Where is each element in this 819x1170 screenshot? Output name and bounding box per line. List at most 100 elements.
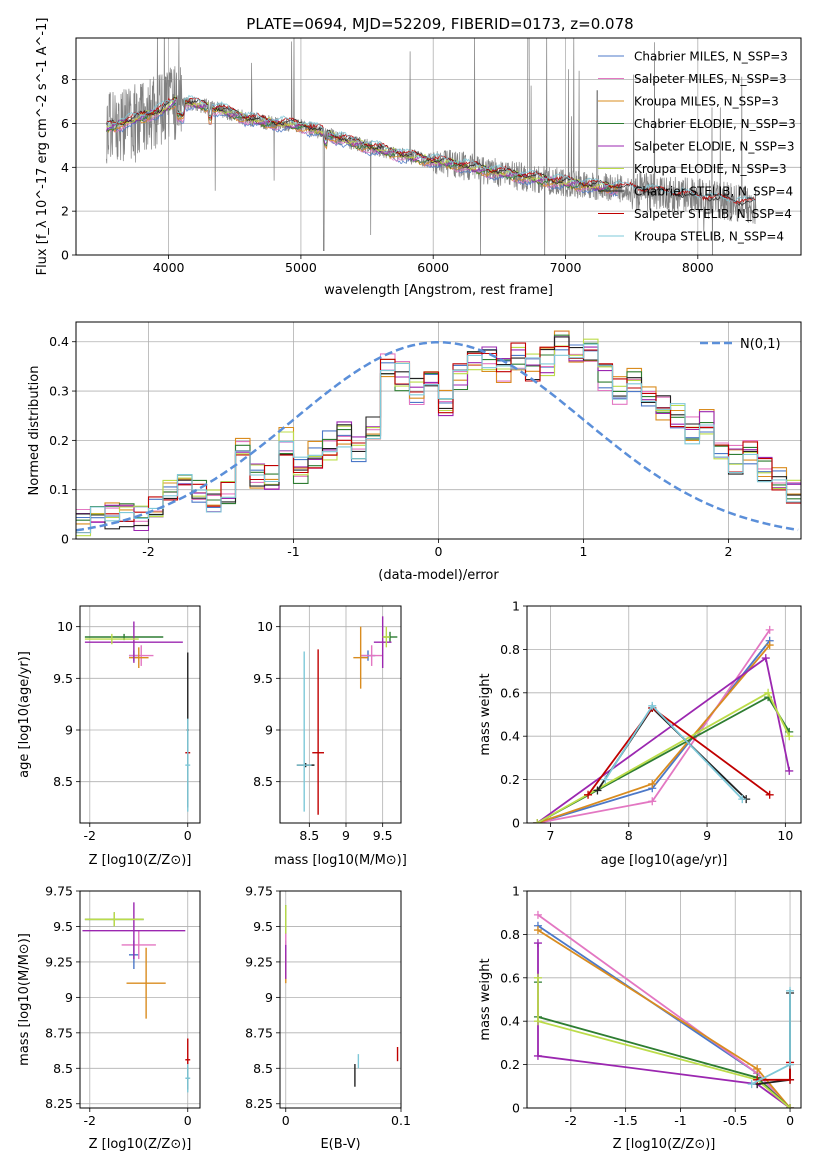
- y-tick-label: 0.1: [49, 482, 69, 497]
- x-tick-label: 0: [184, 1113, 192, 1128]
- y-tick-label: 8.75: [45, 1025, 73, 1040]
- y-tick-label: 9: [265, 723, 273, 738]
- weight-marker: [533, 819, 542, 823]
- y-tick-label: 9: [65, 990, 73, 1005]
- axes-frame: [75, 321, 802, 540]
- plot-area-age-vs-mass: [296, 616, 398, 815]
- plot-area-weight-vs-Z: [533, 910, 795, 1108]
- weight-marker: [738, 795, 747, 804]
- weight-marker: [785, 732, 794, 741]
- model-spectrum-line: [106, 96, 756, 206]
- weight-marker: [601, 775, 610, 784]
- weight-marker: [764, 688, 773, 697]
- legend-label: Kroupa ELODIE, N_SSP=3: [634, 162, 787, 176]
- x-axis-label: Z [log10(Z/Z⊙)]: [89, 1137, 192, 1152]
- panel-residuals: -2 -1 0 1 2 0 0.1 0.2 0.3 0.4 (data-model)/error No…: [27, 321, 802, 583]
- x-tick-label: 5000: [285, 260, 317, 275]
- x-tick-label: 0: [282, 1113, 290, 1128]
- x-tick-label: -2: [84, 828, 96, 843]
- legend-label: Chabrier ELODIE, N_SSP=3: [634, 117, 796, 131]
- x-tick-label: 0: [435, 544, 443, 559]
- x-tick-label: 0: [786, 1113, 794, 1128]
- y-tick-label: 0: [61, 248, 69, 263]
- spectrum-legend: Chabrier MILES, N_SSP=3 Salpeter MILES, N…: [598, 50, 796, 244]
- x-axis-label: Z [log10(Z/Z⊙)]: [89, 853, 192, 868]
- weight-marker: [765, 641, 774, 650]
- x-tick-label: -2: [142, 544, 154, 559]
- plot-area-age-vs-Z: [84, 621, 191, 812]
- y-tick-label: 8.5: [253, 774, 273, 789]
- x-axis-label: mass [log10(M/M⊙)]: [274, 853, 407, 868]
- panel-spectrum: 4000 5000 6000 7000 8000 0 2 4 6 8 wavelength [Ang…: [35, 18, 802, 298]
- x-tick-label: 1: [580, 544, 588, 559]
- y-tick-label: 0.2: [49, 433, 69, 448]
- y-axis-label: mass weight: [478, 958, 493, 1040]
- x-tick-label: 4000: [153, 260, 185, 275]
- y-tick-label: 0: [512, 1101, 520, 1116]
- x-axis-label: E(B-V): [320, 1137, 360, 1152]
- y-tick-label: 10: [257, 619, 273, 634]
- y-tick-label: 0.6: [500, 970, 520, 985]
- y-tick-label: 0.8: [500, 927, 520, 942]
- x-tick-label: 9.5: [373, 828, 393, 843]
- y-tick-label: 9.25: [45, 954, 73, 969]
- weight-marker: [785, 766, 794, 775]
- axes-frame: [526, 890, 802, 1109]
- model-spectrum-line: [106, 103, 618, 198]
- weight-marker: [786, 1104, 795, 1108]
- x-tick-label: -0.5: [723, 1113, 747, 1128]
- plot-area-mass-vs-Z: [82, 902, 191, 1093]
- legend-label: Salpeter ELODIE, N_SSP=3: [634, 140, 795, 154]
- y-tick-label: 0.3: [49, 384, 69, 399]
- axes-frame: [79, 605, 201, 824]
- weight-marker: [761, 654, 770, 663]
- y-tick-label: 9.75: [245, 884, 273, 899]
- x-tick-label: 7000: [550, 260, 582, 275]
- legend-label: Salpeter STELIB, N_SSP=4: [634, 207, 792, 221]
- x-tick-label: 10: [777, 828, 793, 843]
- x-tick-label: 7: [547, 828, 555, 843]
- y-tick-label: 9.75: [45, 884, 73, 899]
- x-tick-label: 9: [703, 828, 711, 843]
- x-tick-label: -1: [287, 544, 299, 559]
- x-axis-label: Z [log10(Z/Z⊙)]: [613, 1137, 716, 1152]
- y-tick-label: 1: [512, 599, 520, 614]
- panel-age-vs-mass: 8.5 9 9.5 8.5 9 9.5 10 mass [log10(M/M⊙)]: [253, 605, 407, 868]
- weight-marker: [753, 1064, 762, 1073]
- plot-area-spectrum: [106, 38, 757, 255]
- y-tick-label: 10: [57, 619, 73, 634]
- y-tick-label: 8.25: [45, 1096, 73, 1111]
- y-axis-label: mass [log10(M/M⊙)]: [17, 933, 32, 1066]
- y-tick-label: 9.25: [245, 954, 273, 969]
- axes-frame: [79, 890, 201, 1109]
- y-tick-label: 8.5: [253, 1061, 273, 1076]
- plot-area-residuals: [76, 330, 801, 537]
- axes-frame: [75, 37, 802, 256]
- y-tick-label: 6: [61, 116, 69, 131]
- y-tick-label: 0.8: [500, 642, 520, 657]
- model-spectrum-line: [106, 96, 756, 205]
- weight-marker: [786, 1075, 795, 1084]
- weight-marker: [533, 973, 542, 982]
- x-axis-label: wavelength [Angstrom, rest frame]: [324, 283, 553, 298]
- weight-marker: [533, 1051, 542, 1060]
- weight-marker: [533, 1017, 542, 1026]
- legend-label: Kroupa STELIB, N_SSP=4: [634, 230, 784, 244]
- axes-frame: [279, 890, 402, 1109]
- x-axis-label: (data-model)/error: [378, 568, 499, 583]
- model-spectrum-line: [106, 95, 618, 190]
- x-tick-label: 8.5: [299, 828, 319, 843]
- legend-label: Salpeter MILES, N_SSP=3: [634, 72, 787, 86]
- x-tick-label: 8: [625, 828, 633, 843]
- x-tick-label: 8000: [682, 260, 714, 275]
- weight-marker: [533, 910, 542, 919]
- weight-line: [537, 977, 791, 1108]
- x-tick-label: 0.1: [391, 1113, 411, 1128]
- x-tick-label: 0: [184, 828, 192, 843]
- y-tick-label: 0.2: [500, 772, 520, 787]
- y-tick-label: 8: [61, 72, 69, 87]
- y-axis-label: mass weight: [478, 673, 493, 755]
- weight-marker: [584, 790, 593, 799]
